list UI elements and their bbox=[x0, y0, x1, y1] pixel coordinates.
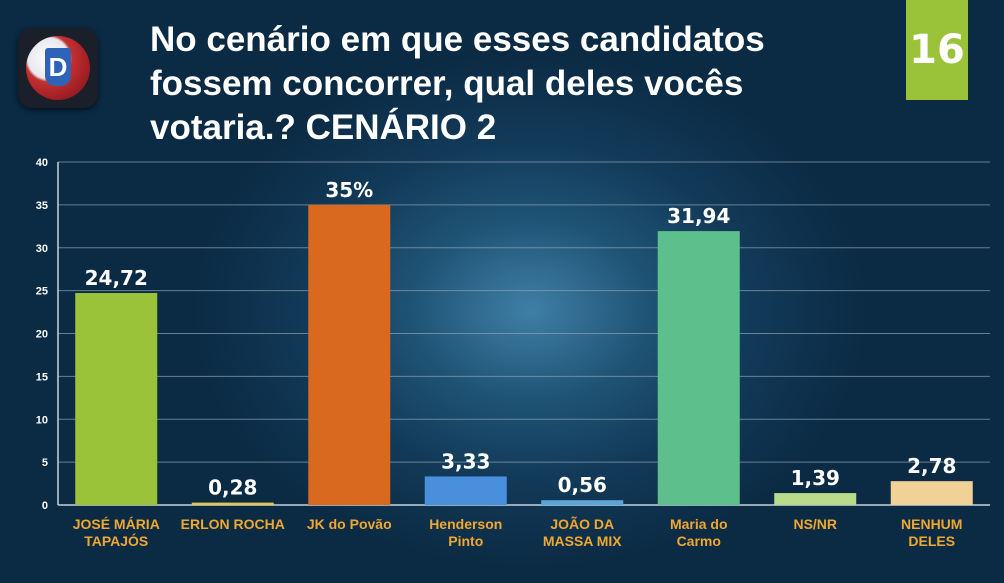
x-category-line: Carmo bbox=[677, 533, 721, 549]
bar bbox=[890, 481, 973, 505]
data-label: 1,39 bbox=[791, 466, 840, 490]
x-category-line: JK do Povão bbox=[307, 516, 392, 532]
y-tick-label: 5 bbox=[42, 457, 48, 469]
chart-title: No cenário em que esses candidatos fosse… bbox=[150, 20, 765, 147]
x-category-line: DELES bbox=[908, 533, 955, 549]
x-category-label: Maria do Carmo bbox=[670, 516, 728, 549]
y-tick-label: 30 bbox=[36, 243, 48, 255]
x-category-line: NENHUM bbox=[901, 516, 962, 532]
data-label: 24,72 bbox=[85, 266, 148, 290]
y-tick-label: 40 bbox=[36, 157, 48, 169]
x-category-label: JK do Povão bbox=[307, 516, 392, 532]
x-category-label: NS/NR bbox=[793, 516, 837, 532]
x-category-line: MASSA MIX bbox=[543, 533, 622, 549]
brand-logo: D bbox=[18, 28, 98, 108]
x-category-line: Maria do bbox=[670, 516, 728, 532]
y-tick-label: 0 bbox=[42, 500, 48, 512]
x-category-line: NS/NR bbox=[793, 516, 837, 532]
data-label: 3,33 bbox=[441, 449, 490, 473]
x-category-line: Pinto bbox=[448, 533, 483, 549]
y-tick-label: 35 bbox=[36, 200, 48, 212]
data-label: 0,28 bbox=[208, 476, 257, 500]
x-category-line: JOÃO DA bbox=[550, 515, 614, 532]
y-tick-label: 10 bbox=[36, 414, 48, 426]
bar bbox=[308, 204, 391, 505]
logo-letter-icon: D bbox=[45, 48, 71, 86]
bar bbox=[541, 500, 624, 505]
x-category-label: JOÃO DA MASSA MIX bbox=[543, 515, 622, 549]
x-category-label: Henderson Pinto bbox=[429, 516, 502, 549]
bar bbox=[657, 231, 740, 505]
page-number-badge: 16 bbox=[906, 0, 968, 100]
x-category-line: Henderson bbox=[429, 516, 502, 532]
x-category-label: NENHUM DELES bbox=[901, 516, 962, 549]
y-tick-label: 15 bbox=[36, 371, 48, 383]
data-label: 2,78 bbox=[907, 454, 956, 478]
x-category-label: JOSÉ MÁRIA TAPAJÓS bbox=[73, 516, 160, 549]
x-category-line: ERLON ROCHA bbox=[181, 516, 285, 532]
x-category-line: TAPAJÓS bbox=[84, 532, 148, 549]
y-tick-label: 25 bbox=[36, 286, 48, 298]
bar bbox=[424, 476, 507, 505]
bar bbox=[191, 502, 274, 505]
data-label: 0,56 bbox=[558, 473, 607, 497]
data-label: 35% bbox=[325, 178, 373, 202]
y-tick-label: 20 bbox=[36, 329, 48, 341]
bar bbox=[75, 293, 158, 505]
x-category-label: ERLON ROCHA bbox=[181, 516, 285, 532]
bar bbox=[774, 493, 857, 505]
data-label: 31,94 bbox=[667, 204, 730, 228]
x-category-line: JOSÉ MÁRIA bbox=[73, 516, 160, 532]
